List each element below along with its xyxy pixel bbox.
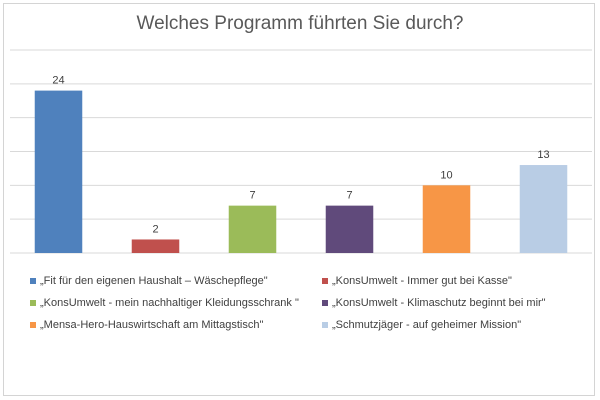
legend: „Fit für den eigenen Haushalt – Wäschepf… xyxy=(30,275,590,331)
legend-item: „Mensa-Hero-Hauswirtschaft am Mittagstis… xyxy=(30,319,322,331)
bars xyxy=(34,90,568,253)
chart-frame xyxy=(3,3,595,396)
legend-label: „KonsUmwelt - Klimaschutz beginnt bei mi… xyxy=(332,297,546,309)
bar xyxy=(519,165,568,253)
data-label: 7 xyxy=(249,190,255,202)
bar xyxy=(131,239,180,253)
legend-item: „Schmutzjäger - auf geheimer Mission" xyxy=(322,319,582,331)
legend-swatch xyxy=(322,278,328,284)
legend-item: „KonsUmwelt - Immer gut bei Kasse" xyxy=(322,275,582,287)
legend-label: „Mensa-Hero-Hauswirtschaft am Mittagstis… xyxy=(40,319,264,331)
bar xyxy=(34,90,83,253)
legend-label: „KonsUmwelt - mein nachhaltiger Kleidung… xyxy=(40,297,299,309)
legend-label: „KonsUmwelt - Immer gut bei Kasse" xyxy=(332,275,512,287)
legend-label: „Schmutzjäger - auf geheimer Mission" xyxy=(332,319,522,331)
data-label: 24 xyxy=(52,75,64,87)
legend-swatch xyxy=(30,300,36,306)
data-label: 7 xyxy=(346,190,352,202)
data-label: 13 xyxy=(537,149,549,161)
legend-swatch xyxy=(322,322,328,328)
bar xyxy=(228,205,277,253)
legend-swatch xyxy=(322,300,328,306)
chart-title: Welches Programm führten Sie durch? xyxy=(136,13,464,34)
legend-swatch xyxy=(30,278,36,284)
legend-item: „KonsUmwelt - Klimaschutz beginnt bei mi… xyxy=(322,297,582,309)
data-label: 10 xyxy=(440,169,452,181)
bar xyxy=(325,205,374,253)
legend-label: „Fit für den eigenen Haushalt – Wäschepf… xyxy=(40,275,268,287)
bar xyxy=(422,185,471,253)
data-labels: 24 2 7 7 10 13 xyxy=(52,75,549,236)
legend-item: „Fit für den eigenen Haushalt – Wäschepf… xyxy=(30,275,322,287)
legend-swatch xyxy=(30,322,36,328)
gridlines xyxy=(10,49,592,254)
data-label: 2 xyxy=(152,223,158,235)
legend-item: „KonsUmwelt - mein nachhaltiger Kleidung… xyxy=(30,297,322,309)
